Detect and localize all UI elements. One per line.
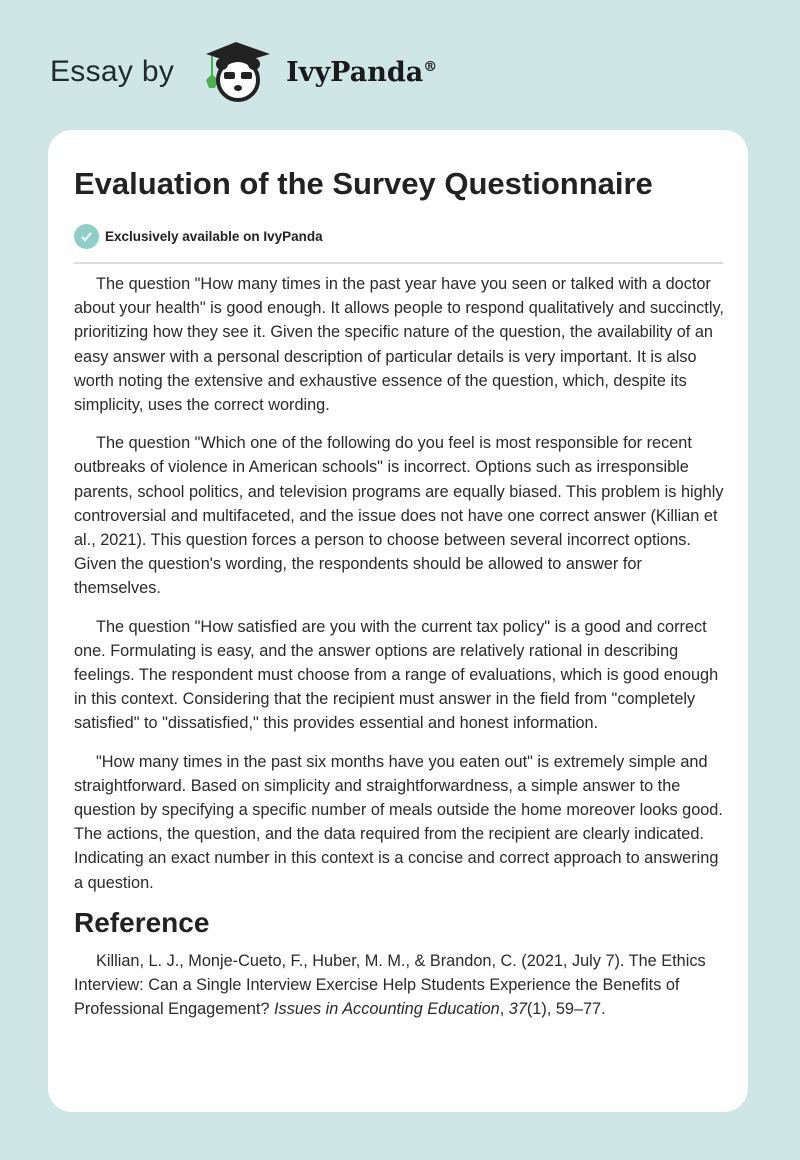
reference-volume: 37 bbox=[508, 1000, 527, 1019]
essay-body: The question "How many times in the past… bbox=[74, 272, 726, 1036]
check-icon bbox=[74, 224, 99, 249]
page-title: Evaluation of the Survey Questionnaire bbox=[74, 166, 653, 201]
paragraph: The question "How satisfied are you with… bbox=[74, 617, 719, 733]
essay-by-label: Essay by bbox=[50, 55, 175, 88]
brand-text: IvyPanda bbox=[286, 56, 424, 88]
reference-issue-pages: (1), 59–77. bbox=[526, 1000, 606, 1019]
paragraph: "How many times in the past six months h… bbox=[74, 752, 723, 892]
reference-entry: Killian, L. J., Monje-Cueto, F., Huber, … bbox=[74, 949, 726, 1022]
reference-journal: Issues in Accounting Education bbox=[274, 1000, 500, 1019]
exclusive-badge: Exclusively available on IvyPanda bbox=[74, 224, 323, 249]
ivypanda-logo-icon[interactable] bbox=[192, 40, 280, 104]
reference-text: Killian, L. J., Monje-Cueto, F., Huber, … bbox=[74, 952, 706, 1019]
paragraph: The question "How many times in the past… bbox=[74, 275, 724, 415]
reference-heading: Reference bbox=[74, 906, 210, 938]
registered-mark: ® bbox=[423, 58, 438, 75]
essay-card: Evaluation of the Survey Questionnaire E… bbox=[48, 130, 748, 1112]
badge-label: Exclusively available on IvyPanda bbox=[105, 229, 323, 244]
site-header: Essay by IvyPanda® bbox=[50, 42, 437, 102]
paragraph: The question "Which one of the following… bbox=[74, 434, 724, 598]
brand-name[interactable]: IvyPanda® bbox=[286, 57, 437, 88]
reference-sep: , bbox=[499, 1000, 509, 1019]
divider bbox=[74, 262, 723, 264]
